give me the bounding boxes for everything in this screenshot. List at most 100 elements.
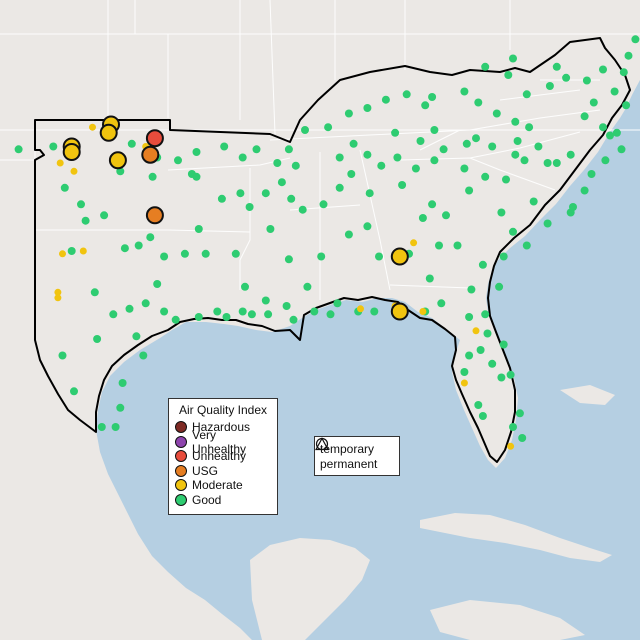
- good-monitor: [375, 252, 383, 261]
- good-monitor: [499, 252, 508, 261]
- good-monitor: [289, 315, 298, 324]
- good-monitor: [148, 172, 157, 181]
- legend-label: Moderate: [192, 478, 243, 493]
- moderate-monitor: [99, 123, 118, 142]
- shape-label: temporary: [320, 441, 375, 456]
- good-monitor: [245, 203, 254, 211]
- usg-monitor: [141, 145, 160, 164]
- good-monitor: [622, 101, 631, 110]
- good-monitor: [116, 403, 125, 412]
- moderate-monitor: [59, 250, 66, 258]
- good-monitor: [266, 225, 275, 233]
- legend-row-unhealthy: Unhealthy: [175, 449, 271, 464]
- good-monitor: [509, 54, 517, 63]
- good-monitor: [261, 189, 270, 198]
- good-monitor: [201, 249, 210, 258]
- good-monitor: [287, 194, 296, 203]
- good-monitor: [238, 153, 247, 162]
- moderate-monitor: [390, 302, 409, 321]
- good-monitor: [619, 68, 628, 77]
- moderate-monitor: [472, 327, 480, 335]
- good-monitor: [580, 186, 589, 195]
- good-monitor: [247, 310, 256, 319]
- good-monitor: [238, 307, 247, 316]
- good-monitor: [421, 101, 430, 110]
- good-monitor: [363, 150, 372, 159]
- good-monitor: [488, 142, 497, 151]
- good-monitor: [599, 123, 607, 132]
- good-monitor: [610, 87, 619, 96]
- good-monitor: [171, 315, 180, 324]
- good-monitor: [160, 307, 169, 316]
- good-monitor: [442, 211, 450, 220]
- good-monitor: [220, 142, 229, 151]
- good-monitor: [478, 412, 487, 420]
- good-monitor: [194, 225, 203, 233]
- good-monitor: [100, 211, 109, 220]
- good-monitor: [217, 194, 226, 203]
- good-swatch: [175, 493, 187, 506]
- good-monitor: [301, 126, 309, 134]
- good-monitor: [153, 280, 162, 288]
- good-monitor: [141, 299, 150, 308]
- good-monitor: [264, 310, 273, 319]
- moderate-monitor: [419, 308, 427, 315]
- good-monitor: [506, 370, 515, 379]
- good-monitor: [465, 186, 474, 195]
- region-outline: [34, 37, 631, 463]
- moderate-monitor: [54, 288, 62, 296]
- good-monitor: [347, 170, 356, 178]
- good-monitor: [109, 310, 118, 319]
- good-monitor: [111, 423, 120, 431]
- good-monitor: [174, 156, 182, 165]
- good-monitor: [146, 233, 155, 242]
- legend-label: Unhealthy: [192, 449, 247, 464]
- cuba-land: [420, 513, 612, 562]
- good-monitor: [77, 200, 85, 209]
- good-monitor: [365, 189, 374, 198]
- good-monitor: [391, 128, 400, 137]
- good-monitor: [525, 123, 534, 132]
- moderate-monitor: [390, 247, 409, 266]
- good-monitor: [213, 307, 222, 316]
- moderate-monitor: [79, 247, 87, 255]
- good-monitor: [49, 142, 58, 151]
- good-monitor: [520, 156, 529, 165]
- good-monitor: [134, 241, 143, 250]
- good-monitor: [509, 227, 517, 236]
- good-monitor: [515, 409, 524, 418]
- good-monitor: [488, 359, 497, 368]
- good-monitor: [430, 156, 439, 165]
- good-monitor: [120, 244, 129, 253]
- good-monitor: [402, 90, 411, 99]
- good-monitor: [601, 156, 610, 165]
- moderate-monitor: [56, 159, 64, 167]
- good-monitor: [481, 310, 490, 319]
- good-monitor: [180, 249, 189, 258]
- good-monitor: [437, 299, 446, 308]
- good-monitor: [497, 373, 506, 382]
- good-monitor: [125, 304, 134, 313]
- good-monitor: [14, 145, 23, 154]
- shape-row-temporary: temporary: [315, 437, 394, 456]
- good-monitor: [416, 137, 425, 145]
- moderate-monitor: [54, 294, 62, 302]
- good-monitor: [562, 73, 571, 82]
- good-monitor: [377, 161, 386, 170]
- good-monitor: [363, 104, 372, 112]
- good-monitor: [236, 189, 245, 198]
- good-monitor: [277, 178, 286, 187]
- legend-label: Hazardous: [192, 420, 251, 435]
- legend-title: Air Quality Index: [178, 403, 268, 417]
- good-monitor: [430, 126, 439, 134]
- good-monitor: [509, 423, 517, 431]
- good-monitor: [67, 247, 76, 255]
- good-monitor: [499, 340, 508, 349]
- legend-row-usg: USG: [175, 464, 271, 479]
- shape-label: permanent: [320, 456, 378, 471]
- island-2: [560, 385, 615, 405]
- good-monitor: [465, 313, 474, 321]
- good-monitor: [116, 167, 125, 176]
- good-monitor: [522, 241, 531, 250]
